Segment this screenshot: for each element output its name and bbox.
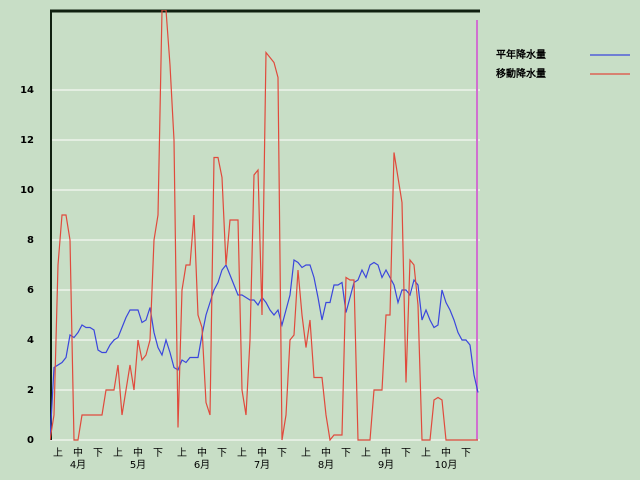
x-tick-label: 中 <box>381 446 391 459</box>
x-tick-label: 下 <box>277 448 287 459</box>
x-tick-label: 下 <box>153 448 163 459</box>
y-tick-label: 10 <box>20 185 34 196</box>
y-tick-label: 14 <box>20 85 34 96</box>
x-tick-label: 中 <box>133 446 143 459</box>
y-tick-label: 0 <box>27 435 34 446</box>
month-label: 10月 <box>435 459 458 471</box>
x-tick-label: 上 <box>421 447 431 459</box>
month-label: 4月 <box>70 459 86 471</box>
x-tick-label: 下 <box>341 448 351 459</box>
x-tick-label: 下 <box>461 448 471 459</box>
data-line <box>50 258 479 441</box>
x-tick-label: 上 <box>361 447 371 459</box>
month-label: 7月 <box>254 459 270 471</box>
x-tick-label: 中 <box>257 446 267 459</box>
y-tick-label: 8 <box>27 235 34 246</box>
legend-label: 平年降水量 <box>496 48 546 61</box>
plot-area <box>50 10 479 441</box>
month-label: 6月 <box>194 459 210 471</box>
x-tick-label: 上 <box>53 447 63 459</box>
x-tick-label: 中 <box>321 446 331 459</box>
legend-label: 移動降水量 <box>496 67 546 80</box>
data-line <box>50 10 478 441</box>
y-tick-label: 12 <box>20 135 34 146</box>
y-tick-label: 6 <box>27 285 34 296</box>
month-label: 5月 <box>130 459 146 471</box>
x-tick-label: 中 <box>441 446 451 459</box>
x-tick-label: 下 <box>93 448 103 459</box>
x-tick-label: 中 <box>73 446 83 459</box>
x-tick-label: 上 <box>301 447 311 459</box>
x-tick-label: 上 <box>177 447 187 459</box>
month-label: 9月 <box>378 459 394 471</box>
month-label: 8月 <box>318 459 334 471</box>
x-tick-label: 下 <box>401 448 411 459</box>
x-tick-label: 上 <box>113 447 123 459</box>
x-tick-label: 上 <box>237 447 247 459</box>
x-tick-label: 下 <box>217 448 227 459</box>
y-tick-label: 4 <box>27 335 34 346</box>
x-tick-label: 中 <box>197 446 207 459</box>
y-tick-label: 2 <box>27 385 34 396</box>
